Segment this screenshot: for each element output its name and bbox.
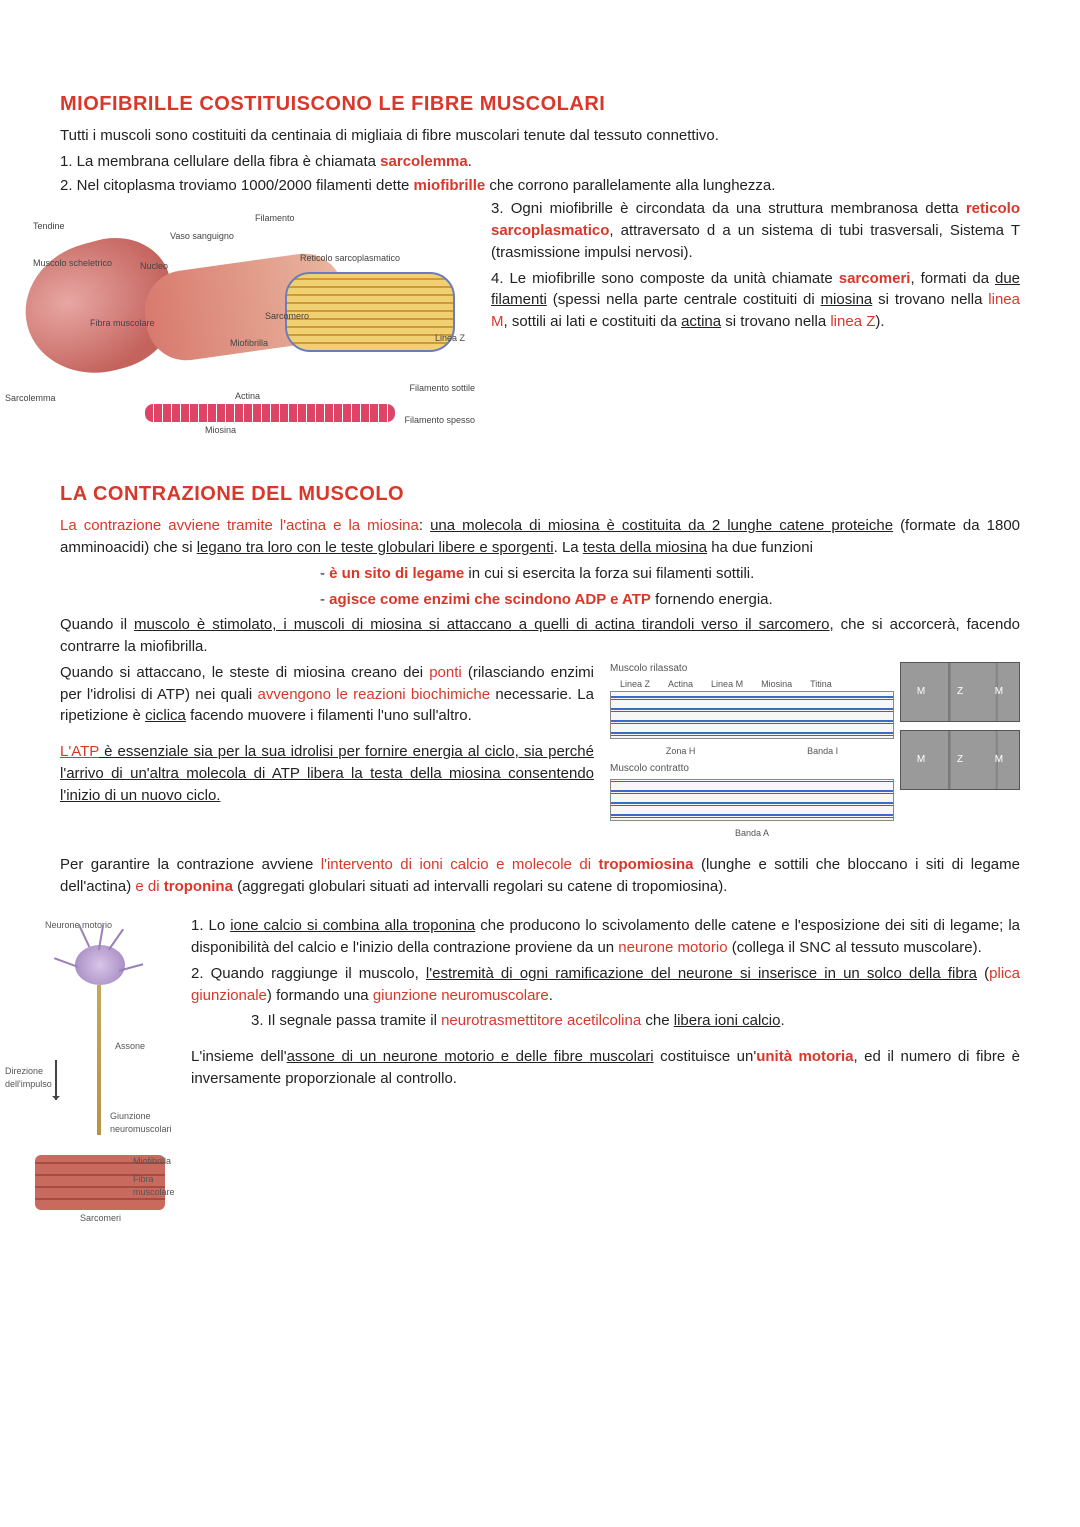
label-direzione: Direzione dell'impulso	[5, 1065, 50, 1091]
label-sarcomero: Sarcomero	[265, 310, 309, 323]
col-text-2: Quando si attaccano, le steste di miosin…	[60, 662, 594, 811]
para-contrazione-2: Quando il muscolo è stimolato, i muscoli…	[60, 614, 1020, 658]
para-tropomiosina: Per garantire la contrazione avviene l'i…	[60, 854, 1020, 898]
label-contratto: Muscolo contratto	[610, 762, 894, 777]
bullet-2: - agisce come enzimi che scindono ADP e …	[60, 589, 1020, 611]
label-fibra2: Fibra muscolare	[133, 1173, 173, 1199]
micrograph-2-icon: M Z M	[900, 730, 1020, 790]
arrow-down-icon	[55, 1060, 57, 1100]
sarc-bottom-labels: Banda A	[610, 827, 894, 840]
actin-strip-icon	[145, 404, 395, 422]
list-1: 1. La membrana cellulare della fibra è c…	[60, 151, 1020, 197]
intro-text: Tutti i muscoli sono costituiti da centi…	[60, 125, 1020, 147]
label-muscolo: Muscolo scheletrico	[33, 257, 112, 270]
sarcomere-relaxed-icon	[610, 691, 894, 739]
list1-item2: 2. Nel citoplasma troviamo 1000/2000 fil…	[60, 175, 1020, 197]
label-filsottile: Filamento sottile	[409, 382, 475, 395]
label-rilassato: Muscolo rilassato	[610, 662, 894, 677]
label-nucleo: Nucleo	[140, 260, 168, 273]
row-fig1: Tendine Muscolo scheletrico Fibra muscol…	[60, 198, 1020, 452]
label-lineaz: Linea Z	[435, 332, 465, 345]
label-filspesso: Filamento spesso	[404, 414, 475, 427]
bullet-1: - è un sito di legame in cui si esercita…	[60, 563, 1020, 585]
figure-neuron: Neurone motorio Assone Direzione dell'im…	[5, 915, 175, 1225]
axon-icon	[97, 985, 101, 1135]
para-ponti: Quando si attaccano, le steste di miosin…	[60, 662, 594, 727]
label-sarcolemma: Sarcolemma	[5, 392, 56, 405]
label-reticolo: Reticolo sarcoplasmatico	[300, 252, 400, 265]
label-fibra: Fibra muscolare	[90, 317, 155, 330]
row-fig2: Quando si attaccano, le steste di miosin…	[60, 662, 1020, 840]
label-vaso: Vaso sanguigno	[170, 230, 234, 243]
label-actina: Actina	[235, 390, 260, 403]
row-fig3: Neurone motorio Assone Direzione dell'im…	[60, 915, 1020, 1225]
para-unita-motoria: L'insieme dell'assone di un neurone moto…	[191, 1046, 1020, 1090]
para-contrazione-1: La contrazione avviene tramite l'actina …	[60, 515, 1020, 559]
label-sarcomeri: Sarcomeri	[80, 1212, 121, 1225]
list3-item1: 1. Lo ione calcio si combina alla tropon…	[191, 915, 1020, 959]
fiber-tube-icon	[285, 272, 455, 352]
label-tendine: Tendine	[33, 220, 65, 233]
figure-sarcomere: Muscolo rilassato Linea Z Actina Linea M…	[610, 662, 1020, 840]
heading-2: LA CONTRAZIONE DEL MUSCOLO	[60, 480, 1020, 509]
sarc-mid-labels: Zona H Banda I	[610, 745, 894, 758]
label-miofibrilla: Miofibrilla	[230, 337, 268, 350]
label-filamento: Filamento	[255, 212, 295, 225]
figure-muscle-fiber: Tendine Muscolo scheletrico Fibra muscol…	[5, 202, 475, 452]
label-miosina: Miosina	[205, 424, 236, 437]
neuron-body-icon	[75, 945, 125, 985]
list-3: 1. Lo ione calcio si combina alla tropon…	[191, 915, 1020, 1093]
micrograph-column: M Z M M Z M	[900, 662, 1020, 840]
list1-item1: 1. La membrana cellulare della fibra è c…	[60, 151, 1020, 173]
sarcomere-contracted-icon	[610, 779, 894, 821]
micrograph-1-icon: M Z M	[900, 662, 1020, 722]
label-miofibrilla2: Miofibrilla	[133, 1155, 171, 1168]
section-miofibrille: MIOFIBRILLE COSTITUISCONO LE FIBRE MUSCO…	[60, 90, 1020, 452]
label-giunzione: Giunzione neuromuscolari	[110, 1110, 170, 1136]
section-contrazione: LA CONTRAZIONE DEL MUSCOLO La contrazion…	[60, 480, 1020, 1225]
sarc-top-labels: Linea Z Actina Linea M Miosina Titina	[610, 678, 894, 691]
para-atp: L'ATP è essenziale sia per la sua idroli…	[60, 741, 594, 806]
list3-item3: 3. Il segnale passa tramite il neurotras…	[191, 1010, 1020, 1032]
list1-item3: 3. Ogni miofibrille è circondata da una …	[491, 198, 1020, 263]
heading-1: MIOFIBRILLE COSTITUISCONO LE FIBRE MUSCO…	[60, 90, 1020, 119]
label-assone: Assone	[115, 1040, 145, 1053]
col-text-1: 3. Ogni miofibrille è circondata da una …	[491, 198, 1020, 337]
list3-item2: 2. Quando raggiunge il muscolo, l'estrem…	[191, 963, 1020, 1007]
list1-item4: 4. Le miofibrille sono composte da unità…	[491, 268, 1020, 333]
